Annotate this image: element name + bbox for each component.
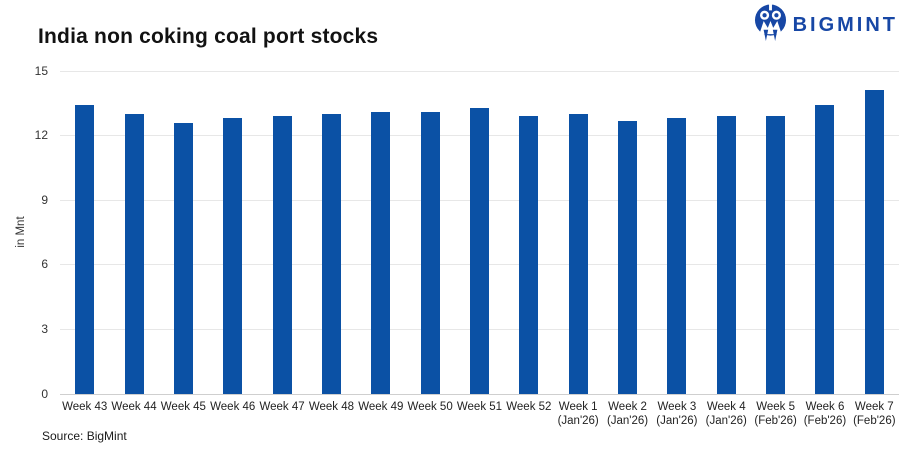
- x-tick-line2: (Jan'26): [606, 415, 649, 427]
- x-tick-label-week-4-jan-26: Week 4 (Jan'26): [702, 400, 751, 428]
- x-tick-line1: Week 47: [259, 401, 305, 413]
- x-tick-line1: Week 48: [308, 401, 355, 413]
- x-tick-line1: Week 1: [558, 401, 598, 413]
- bar-week-43: [75, 105, 95, 394]
- x-tick-line1: Week 3: [657, 401, 697, 413]
- bar-week-7-feb-26: [864, 90, 884, 394]
- y-tick-label-15: 15: [34, 63, 48, 78]
- y-tick-label-12: 12: [34, 128, 48, 143]
- x-tick-label-week-6-feb-26: Week 6 (Feb'26): [800, 400, 849, 428]
- x-tick-label-week-49: Week 49: [356, 400, 405, 414]
- x-tick-line1: Week 5: [756, 401, 795, 413]
- x-tick-line1: Week 51: [456, 401, 503, 413]
- x-tick-label-week-3-jan-26: Week 3 (Jan'26): [652, 400, 701, 428]
- x-tick-line1: Week 43: [62, 401, 108, 413]
- bar-week-45: [173, 122, 193, 394]
- x-tick-line2: (Feb'26): [853, 415, 896, 427]
- x-tick-line1: Week 46: [210, 401, 256, 413]
- bar-week-5-feb-26: [766, 116, 786, 394]
- y-tick-label-3: 3: [41, 321, 48, 336]
- x-tick-label-week-51: Week 51: [455, 400, 504, 414]
- bar-week-1-jan-26: [568, 114, 588, 394]
- bar-week-47: [272, 116, 292, 394]
- plot-area: Week 43 Week 44 Week 45 Week 46 Week 47 Week …: [60, 70, 899, 427]
- bar-week-44: [124, 114, 144, 394]
- x-tick-label-week-44: Week 44: [109, 400, 158, 414]
- x-tick-label-week-45: Week 45: [159, 400, 208, 414]
- x-tick-line2: (Jan'26): [557, 415, 599, 427]
- bar-week-4-jan-26: [716, 116, 736, 394]
- source-note: Source: BigMint: [42, 429, 127, 443]
- x-tick-label-week-46: Week 46: [208, 400, 257, 414]
- x-tick-label-week-1-jan-26: Week 1 (Jan'26): [554, 400, 603, 428]
- x-tick-line1: Week 4: [706, 401, 746, 413]
- x-tick-line1: Week 49: [358, 401, 404, 413]
- bar-week-49: [371, 111, 391, 394]
- bar-week-46: [223, 118, 243, 394]
- x-tick-line2: (Feb'26): [803, 415, 847, 427]
- bar-week-52: [519, 116, 539, 394]
- x-tick-line1: Week 45: [160, 401, 206, 413]
- x-tick-line2: (Jan'26): [656, 415, 698, 427]
- y-axis-ticks: 0 3 6 9 12 15: [0, 64, 48, 401]
- bar-week-6-feb-26: [815, 105, 835, 394]
- bar-week-3-jan-26: [667, 118, 687, 394]
- y-tick-label-9: 9: [41, 192, 48, 207]
- x-tick-line1: Week 44: [111, 401, 157, 413]
- x-tick-label-week-47: Week 47: [257, 400, 306, 414]
- chart-title: India non coking coal port stocks: [38, 25, 379, 48]
- gridline-15: [60, 70, 899, 72]
- x-tick-line1: Week 50: [407, 401, 453, 413]
- bar-week-51: [470, 107, 489, 394]
- bigmint-logo: BIGMINT: [754, 4, 898, 46]
- x-tick-label-week-7-feb-26: Week 7 (Feb'26): [850, 400, 899, 428]
- x-tick-label-week-5-feb-26: Week 5 (Feb'26): [751, 400, 800, 428]
- y-tick-label-6: 6: [41, 257, 48, 272]
- x-tick-label-week-50: Week 50: [405, 400, 454, 414]
- bar-week-2-jan-26: [618, 120, 638, 394]
- x-tick-line2: (Jan'26): [705, 415, 747, 427]
- bigmint-logo-icon: [754, 4, 787, 46]
- x-tick-label-week-2-jan-26: Week 2 (Jan'26): [603, 400, 652, 428]
- bar-week-48: [321, 114, 341, 394]
- x-tick-line1: Week 7: [854, 401, 894, 413]
- x-tick-label-week-43: Week 43: [60, 400, 109, 414]
- y-tick-label-0: 0: [41, 386, 48, 401]
- x-axis-line: [60, 394, 899, 395]
- x-tick-line1: Week 52: [506, 401, 552, 413]
- bigmint-logo-text: BIGMINT: [792, 13, 898, 36]
- x-tick-line1: Week 2: [608, 401, 647, 413]
- x-tick-label-week-48: Week 48: [307, 400, 356, 414]
- x-tick-line1: Week 6: [805, 401, 845, 413]
- x-tick-line2: (Feb'26): [754, 415, 797, 427]
- bar-week-50: [420, 111, 440, 394]
- x-tick-label-week-52: Week 52: [504, 400, 553, 414]
